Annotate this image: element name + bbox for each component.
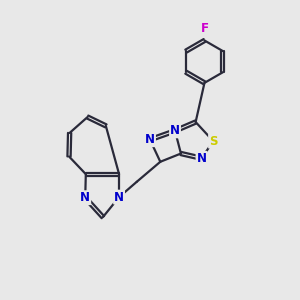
Text: N: N bbox=[170, 124, 180, 137]
Text: F: F bbox=[200, 22, 208, 34]
Text: N: N bbox=[80, 191, 90, 204]
Text: N: N bbox=[114, 190, 124, 204]
Text: S: S bbox=[209, 135, 218, 148]
Text: N: N bbox=[145, 133, 155, 146]
Text: N: N bbox=[196, 152, 206, 165]
